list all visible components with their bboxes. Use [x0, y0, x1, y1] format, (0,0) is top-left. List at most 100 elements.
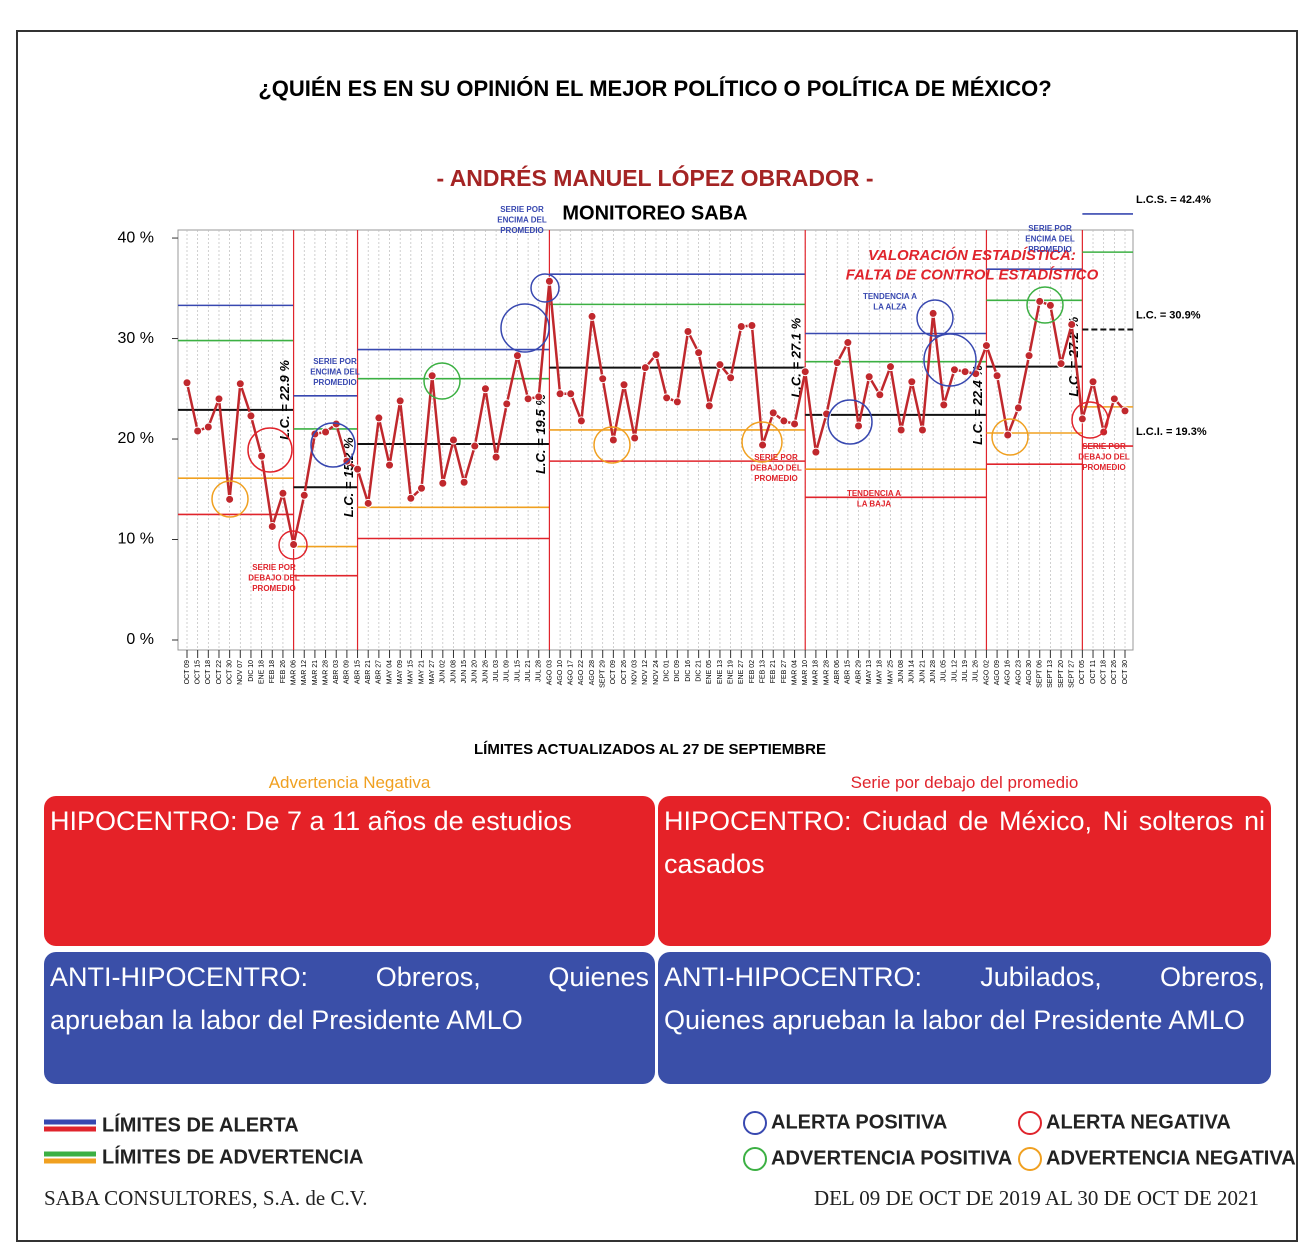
x-tick-label: ABR 06 — [834, 660, 841, 684]
x-tick-label: DIC 21 — [695, 660, 702, 682]
legend-circle — [1018, 1147, 1042, 1171]
x-tick-label: MAY 21 — [418, 660, 425, 684]
lc-label: L.C. = 22.9 % — [277, 360, 292, 440]
data-point — [779, 416, 789, 426]
data-point — [854, 421, 864, 431]
x-tick-label: JUN 26 — [482, 660, 489, 683]
data-point — [672, 397, 682, 407]
x-tick-label: OCT 18 — [1101, 660, 1108, 684]
x-tick-label: MAR 06 — [290, 660, 297, 685]
data-point — [758, 440, 768, 450]
data-point — [214, 394, 224, 404]
annotation-circle — [1026, 286, 1064, 324]
x-tick-label: AGO 10 — [557, 660, 564, 685]
x-tick-label: OCT 18 — [205, 660, 212, 684]
x-tick-label: OCT 09 — [184, 660, 191, 684]
annotation-circle — [278, 530, 308, 560]
data-point — [267, 521, 277, 531]
data-point — [768, 408, 778, 418]
data-point — [843, 338, 853, 348]
x-tick-label: MAR 18 — [813, 660, 820, 685]
x-tick-label: ENE 05 — [706, 660, 713, 684]
x-tick-label: JUL 21 — [525, 660, 532, 682]
x-tick-label: OCT 22 — [216, 660, 223, 684]
data-point — [640, 363, 650, 373]
x-tick-label: OCT 09 — [610, 660, 617, 684]
x-tick-label: MAR 28 — [823, 660, 830, 685]
data-point — [1067, 319, 1077, 329]
annotation: SERIE POR — [1082, 442, 1126, 451]
annotation-circle — [423, 362, 461, 400]
x-tick-label: FEB 02 — [749, 660, 756, 683]
x-tick-label: JUN 20 — [472, 660, 479, 683]
annotation: ENCIMA DEL — [1025, 235, 1075, 244]
x-tick-label: JUL 28 — [536, 660, 543, 682]
x-tick-label: ABR 15 — [354, 660, 361, 684]
data-point — [704, 401, 714, 411]
data-point — [555, 389, 565, 399]
legend-label: LÍMITES DE ADVERTENCIA — [102, 1145, 364, 1168]
x-tick-label: MAY 09 — [397, 660, 404, 684]
x-tick-label: JUL 12 — [951, 660, 958, 682]
x-tick-label: JUL 05 — [941, 660, 948, 682]
data-point — [896, 425, 906, 435]
annotation: VALORACIÓN ESTADÍSTICA: — [868, 246, 1076, 264]
x-tick-label: JUN 02 — [440, 660, 447, 683]
data-point — [427, 371, 437, 381]
x-tick-label: MAR 12 — [301, 660, 308, 685]
x-tick-label: FEB 21 — [770, 660, 777, 683]
x-tick-label: ENE 18 — [258, 660, 265, 684]
x-tick-label: ABR 21 — [365, 660, 372, 684]
legend: LÍMITES DE ALERTA LÍMITES DE ADVERTENCIA A… — [44, 1111, 1296, 1171]
data-point — [608, 435, 618, 445]
legend-label: ADVERTENCIA POSITIVA — [771, 1147, 1012, 1169]
x-tick-label: OCT 26 — [621, 660, 628, 684]
annotation: PROMEDIO — [313, 378, 357, 387]
y-tick-label: 40 % — [118, 229, 154, 246]
anti-hipocentro-box: ANTI-HIPOCENTRO: Obreros, Quienes aprueb… — [44, 952, 655, 1084]
annotation-circle — [247, 427, 293, 473]
annotation: PROMEDIO — [500, 226, 544, 235]
x-tick-label: FEB 26 — [280, 660, 287, 683]
plot-area — [177, 229, 1134, 651]
data-point — [363, 498, 373, 508]
data-point — [800, 367, 810, 377]
data-point — [470, 441, 480, 451]
footer-right: DEL 09 DE OCT DE 2019 AL 30 DE OCT DE 20… — [813, 1186, 1259, 1210]
data-point — [1013, 403, 1023, 413]
x-tick-label: JUN 14 — [909, 660, 916, 683]
data-point — [1077, 414, 1087, 424]
data-point — [832, 358, 842, 368]
data-point — [299, 490, 309, 500]
annotation: LA ALZA — [873, 303, 907, 312]
data-point — [544, 276, 554, 286]
data-point — [630, 433, 640, 443]
data-point — [651, 350, 661, 360]
chart-title: ¿QUIÉN ES EN SU OPINIÓN EL MEJOR POLÍTIC… — [258, 76, 1051, 101]
x-tick-label: AGO 30 — [1026, 660, 1033, 685]
data-point — [353, 464, 363, 474]
x-tick-label: MAR 28 — [322, 660, 329, 685]
data-point — [726, 373, 736, 383]
data-point — [278, 488, 288, 498]
annotation: ENCIMA DEL — [497, 216, 547, 225]
data-point — [576, 416, 586, 426]
legend-label: LÍMITES DE ALERTA — [102, 1113, 299, 1136]
frame — [16, 30, 1298, 1242]
x-tick-label: ENE 19 — [727, 660, 734, 684]
data-point — [438, 478, 448, 488]
x-tick-label: MAY 13 — [866, 660, 873, 684]
data-point — [566, 389, 576, 399]
x-tick-label: DIC 10 — [248, 660, 255, 682]
x-tick-label: AGO 16 — [1005, 660, 1012, 685]
annotation: SERIE POR — [1028, 224, 1072, 233]
x-tick-label: DIC 09 — [674, 660, 681, 682]
data-point — [321, 427, 331, 437]
annotation: PROMEDIO — [754, 474, 798, 483]
x-tick-label: JUN 21 — [919, 660, 926, 683]
x-tick-label: ABR 29 — [855, 660, 862, 684]
x-tick-label: DIC 01 — [664, 660, 671, 682]
x-tick-label: MAR 04 — [791, 660, 798, 685]
x-tick-label: MAY 04 — [386, 660, 393, 684]
x-tick-label: JUL 09 — [504, 660, 511, 682]
